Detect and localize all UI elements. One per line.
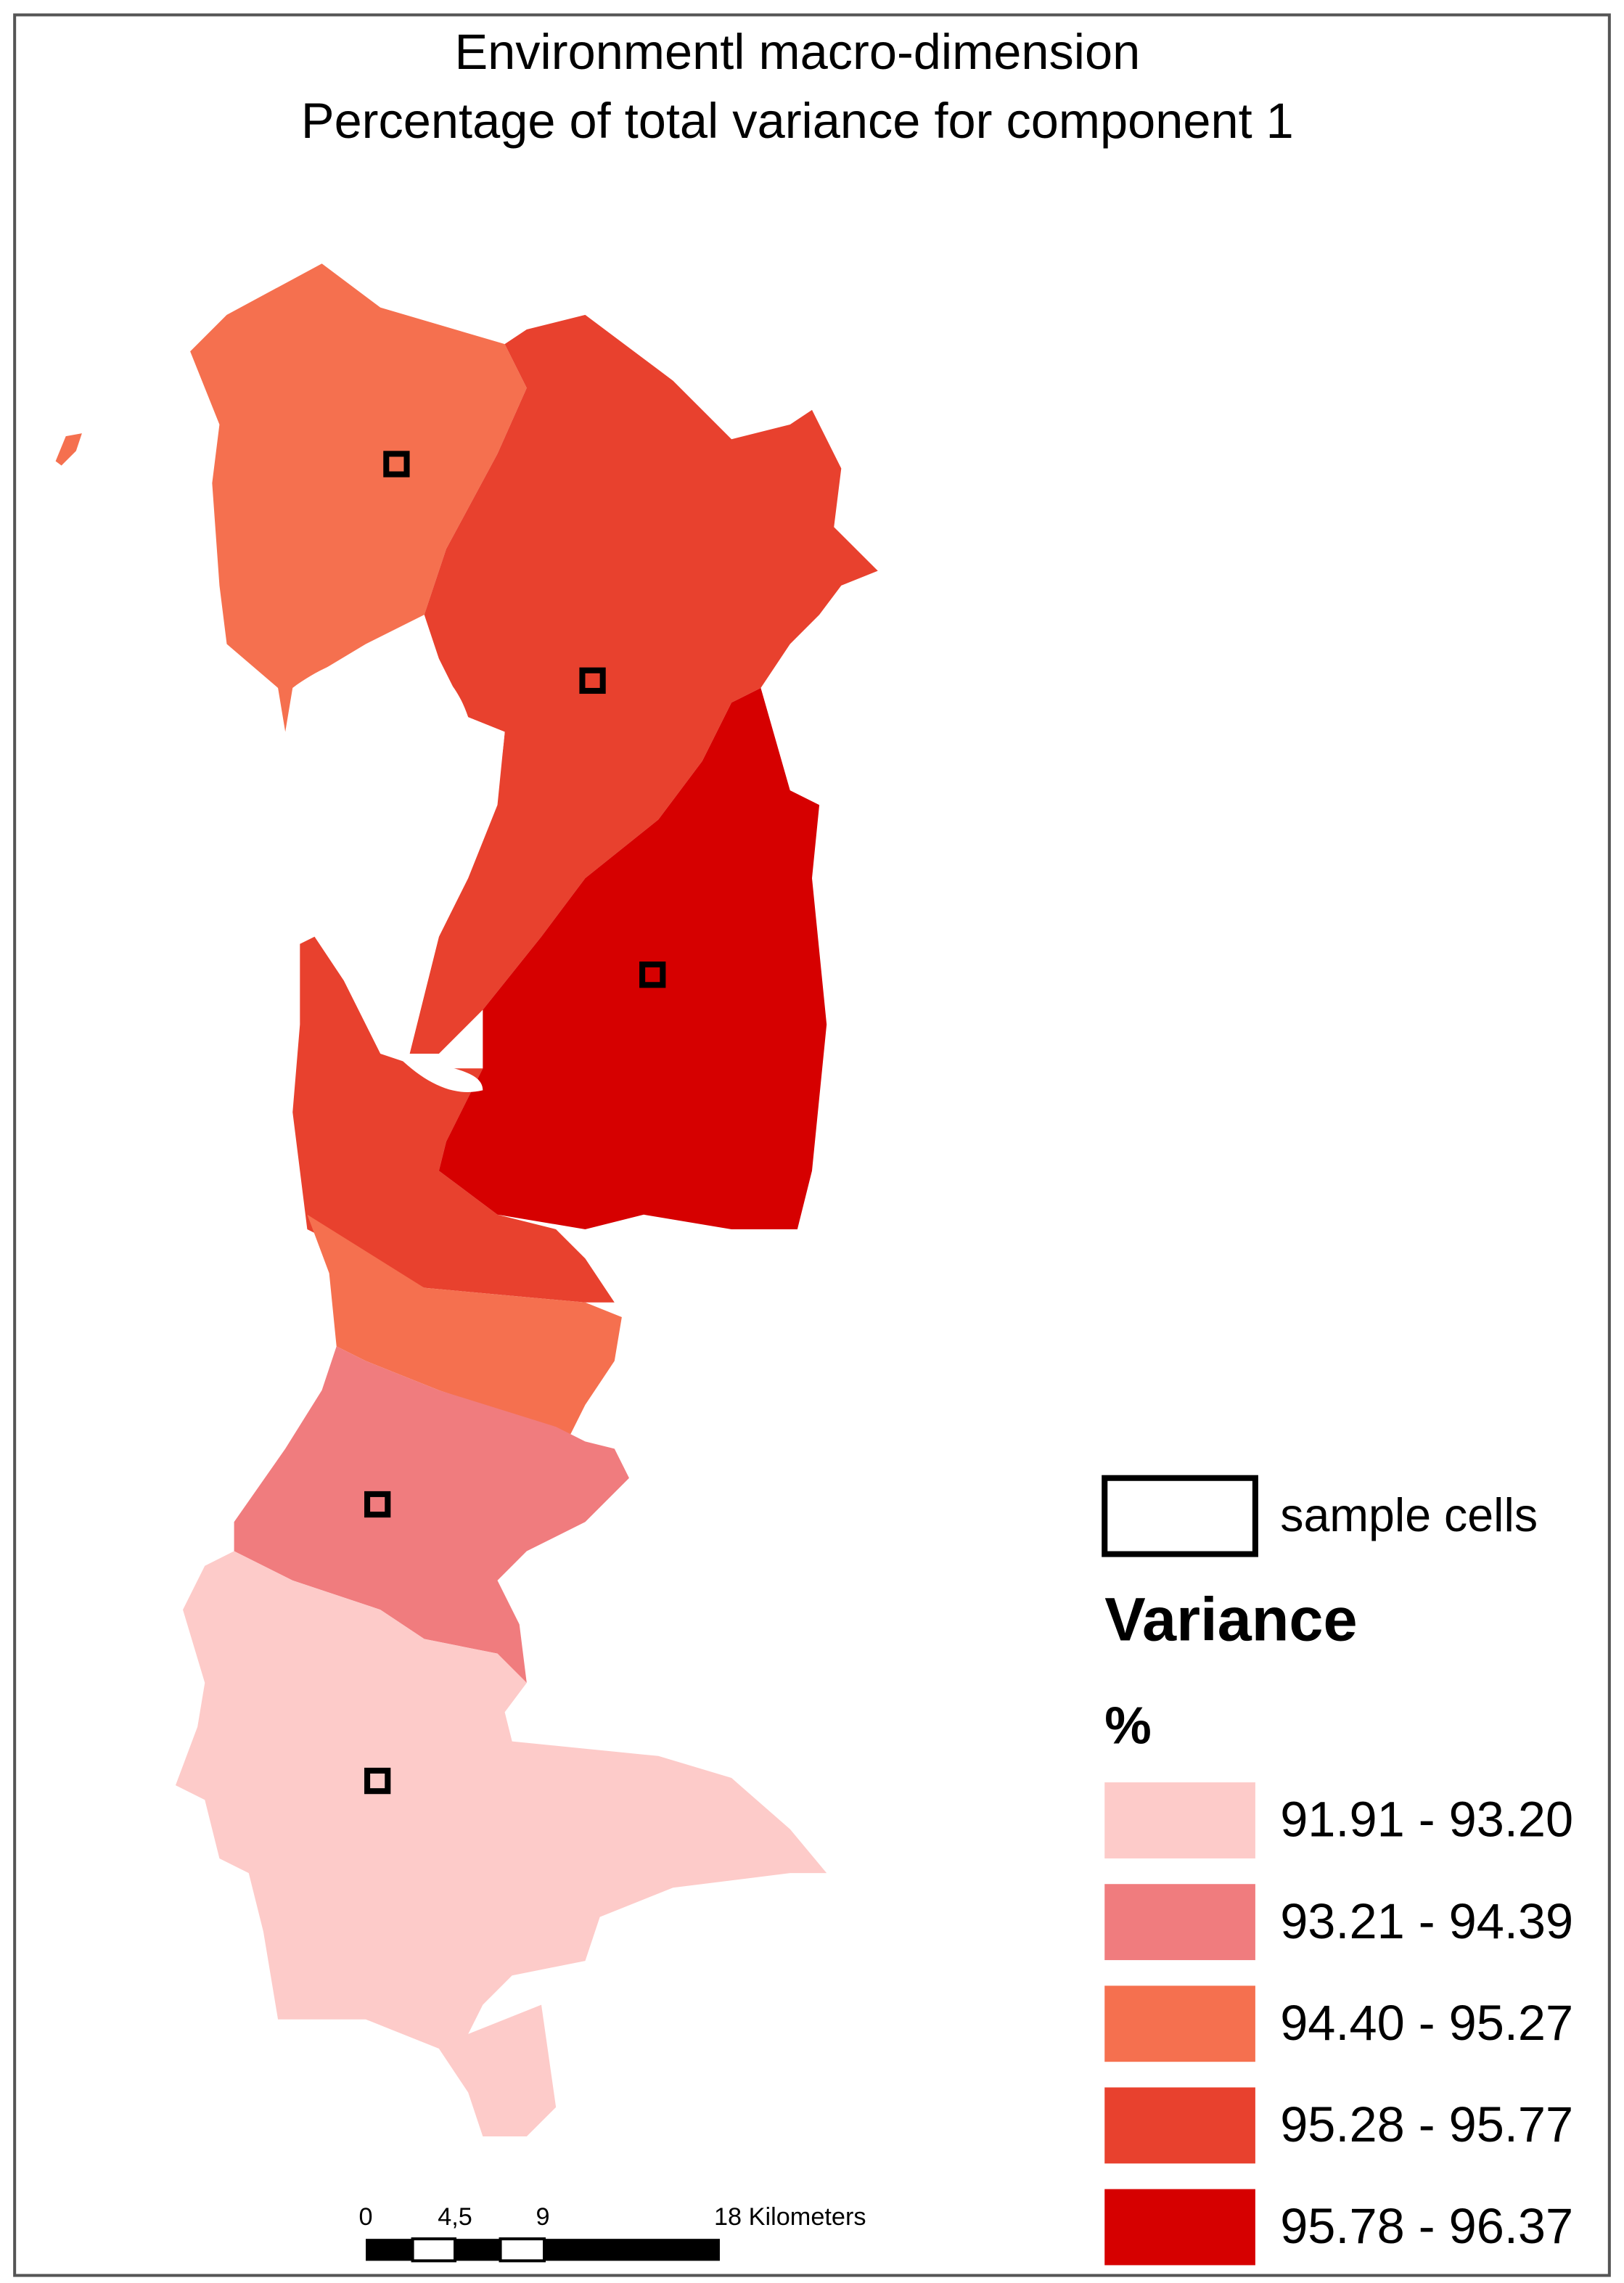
scale-segment: [366, 2239, 413, 2261]
legend-label: 94.40 - 95.27: [1280, 1995, 1573, 2051]
scale-segment: [455, 2239, 501, 2261]
map-regions: [55, 263, 878, 2137]
bay: [292, 652, 505, 1093]
region: [409, 314, 878, 1054]
region: [438, 687, 827, 1229]
sample-cell: [639, 962, 666, 988]
legend-swatch: [1104, 1782, 1255, 1858]
sample-cell: [579, 667, 606, 694]
legend-label: 93.21 - 94.39: [1280, 1893, 1573, 1949]
scale-label: 4,5: [438, 2203, 472, 2231]
title-line: Environmentl macro-dimension: [454, 24, 1140, 80]
sample-cells: [364, 451, 666, 1795]
legend-label: 91.91 - 93.20: [1280, 1792, 1573, 1848]
title-line: Percentage of total variance for compone…: [301, 93, 1294, 149]
region: [175, 1551, 827, 2137]
scale-segment: [544, 2239, 720, 2261]
legend-label: sample cells: [1280, 1489, 1538, 1541]
legend-label: 95.28 - 95.77: [1280, 2096, 1573, 2152]
scale-bar: 0 4,5 9 18 Kilometers: [359, 2203, 866, 2263]
legend-sample-swatch: [1102, 1475, 1258, 1557]
legend-heading: Variance: [1104, 1585, 1357, 1654]
legend-swatch: [1104, 1985, 1255, 2062]
legend-swatch: [1104, 2189, 1255, 2266]
legend-swatch: [1104, 1884, 1255, 1961]
scale-label: 9: [536, 2203, 549, 2231]
legend-swatch: [1104, 2087, 1255, 2164]
region: [292, 936, 615, 1303]
sample-cell: [364, 1767, 391, 1795]
scale-label: 0: [359, 2203, 373, 2231]
region: [234, 1346, 629, 1683]
scale-label: 18 Kilometers: [714, 2203, 866, 2231]
legend-label: 95.78 - 96.37: [1280, 2198, 1573, 2254]
region: [307, 1214, 622, 1435]
legend: sample cells Variance % 91.91 - 93.20 93.…: [1102, 1475, 1573, 2266]
scale-segment: [499, 2237, 546, 2263]
legend-unit: %: [1104, 1697, 1152, 1755]
region: [190, 263, 527, 732]
region: [55, 433, 82, 466]
sample-cell: [383, 451, 410, 477]
sample-cell: [364, 1491, 391, 1518]
scale-segment: [411, 2237, 457, 2263]
